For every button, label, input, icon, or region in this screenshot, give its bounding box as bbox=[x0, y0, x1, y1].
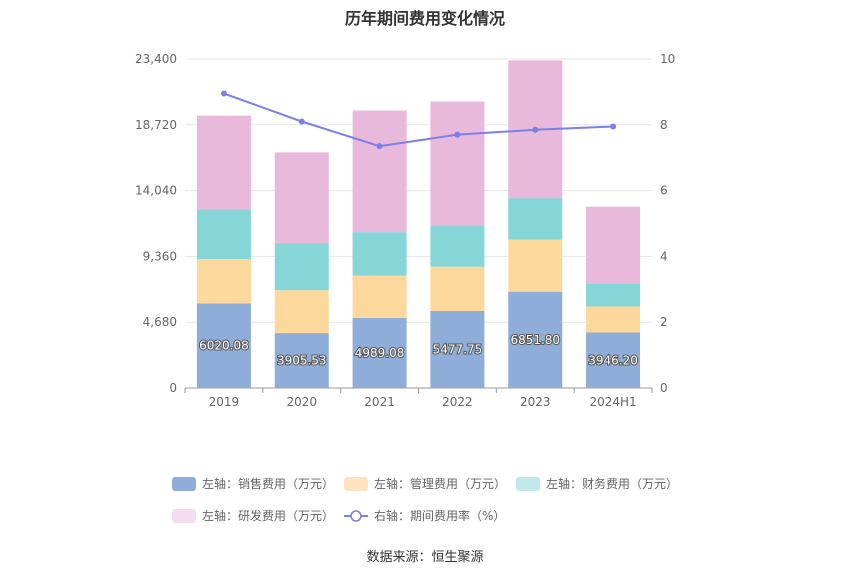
bar-segment bbox=[508, 198, 563, 240]
legend-item-finance[interactable]: 左轴：财务费用（万元） bbox=[516, 475, 688, 492]
expense-ratio-point bbox=[298, 118, 305, 125]
x-tick-label: 2024H1 bbox=[589, 395, 636, 409]
bar-segment bbox=[274, 333, 329, 388]
bar-segment bbox=[196, 115, 251, 210]
legend-item-expense-ratio[interactable]: 右轴：期间费用率（%） bbox=[344, 507, 516, 524]
bar-segment bbox=[508, 291, 563, 388]
bar-segment bbox=[352, 110, 407, 233]
legend-item-sales[interactable]: 左轴：销售费用（万元） bbox=[172, 475, 344, 492]
chart-plot-area: 0 4,680 9,360 14,040 18,720 23,400 0 2 4 6 8 10 2019… bbox=[135, 52, 675, 409]
chart-legend: 左轴：销售费用（万元） 左轴：管理费用（万元） 左轴：财务费用（万元） 左轴：研… bbox=[172, 473, 692, 537]
y-right-tick-label: 6 bbox=[660, 184, 668, 198]
expense-ratio-line bbox=[223, 92, 614, 148]
bar-data-label: 5477.75 bbox=[433, 342, 483, 356]
expense-ratio-point bbox=[610, 123, 617, 130]
bar-segment bbox=[274, 243, 329, 291]
x-tick-label: 2019 bbox=[209, 395, 240, 409]
x-tick-label: 2020 bbox=[286, 395, 317, 409]
legend-item-admin[interactable]: 左轴：管理费用（万元） bbox=[344, 475, 516, 492]
y-right-tick-label: 4 bbox=[660, 249, 668, 263]
y-right-tick-label: 0 bbox=[660, 381, 668, 395]
y-left-tick-label: 9,360 bbox=[143, 249, 177, 263]
legend-item-rnd[interactable]: 左轴：研发费用（万元） bbox=[172, 507, 344, 524]
bar-data-label: 6851.80 bbox=[510, 333, 560, 347]
y-left-tick-label: 4,680 bbox=[143, 315, 177, 329]
bar-segment bbox=[586, 332, 641, 388]
bar-data-label: 3905.53 bbox=[277, 354, 327, 368]
bar-segment bbox=[586, 206, 641, 284]
bar-segment bbox=[352, 275, 407, 318]
legend-label: 左轴：销售费用（万元） bbox=[202, 477, 335, 491]
legend-swatch bbox=[172, 508, 196, 523]
bar-segment bbox=[508, 239, 563, 292]
expense-ratio-point bbox=[454, 131, 461, 138]
expense-ratio-point bbox=[220, 90, 227, 97]
bar-segment bbox=[196, 259, 251, 304]
x-tick-label: 2023 bbox=[520, 395, 551, 409]
legend-label: 左轴：财务费用（万元） bbox=[546, 477, 679, 491]
bar-segment bbox=[274, 152, 329, 244]
expense-ratio-point bbox=[532, 126, 539, 133]
y-right-tick-label: 8 bbox=[660, 118, 668, 132]
y-left-tick-label: 23,400 bbox=[135, 52, 177, 66]
bar-segment bbox=[352, 232, 407, 276]
x-tick-label: 2021 bbox=[364, 395, 395, 409]
expense-ratio-point bbox=[376, 143, 383, 150]
bar-segment bbox=[274, 290, 329, 334]
bar-segment bbox=[430, 310, 485, 388]
legend-swatch bbox=[344, 476, 368, 491]
y-left-tick-label: 0 bbox=[169, 381, 177, 395]
legend-label: 左轴：管理费用（万元） bbox=[374, 477, 507, 491]
bar-data-label: 3946.20 bbox=[588, 353, 638, 367]
bar-segment bbox=[430, 101, 485, 226]
data-source-note: 数据来源：恒生聚源 bbox=[366, 550, 484, 565]
bar-segment bbox=[196, 303, 251, 388]
bar-data-label: 6020.08 bbox=[199, 339, 249, 353]
x-tick-label: 2022 bbox=[442, 395, 473, 409]
bar-segment bbox=[586, 306, 641, 333]
legend-label: 左轴：研发费用（万元） bbox=[202, 509, 335, 523]
legend-line-icon bbox=[344, 509, 368, 522]
bar-segment bbox=[196, 209, 251, 260]
bar-data-label: 4989.08 bbox=[355, 346, 405, 360]
y-right-tick-label: 2 bbox=[660, 315, 668, 329]
legend-label: 右轴：期间费用率（%） bbox=[374, 509, 506, 523]
bar-segment bbox=[430, 266, 485, 311]
bar-segment bbox=[586, 283, 641, 307]
chart-title: 历年期间费用变化情况 bbox=[344, 9, 505, 28]
legend-swatch bbox=[516, 476, 540, 491]
y-right-tick-label: 10 bbox=[660, 52, 675, 66]
y-left-tick-label: 18,720 bbox=[135, 118, 177, 132]
legend-swatch bbox=[172, 476, 196, 491]
bar-segment bbox=[352, 317, 407, 388]
y-left-tick-label: 14,040 bbox=[135, 184, 177, 198]
bar-segment bbox=[430, 225, 485, 267]
